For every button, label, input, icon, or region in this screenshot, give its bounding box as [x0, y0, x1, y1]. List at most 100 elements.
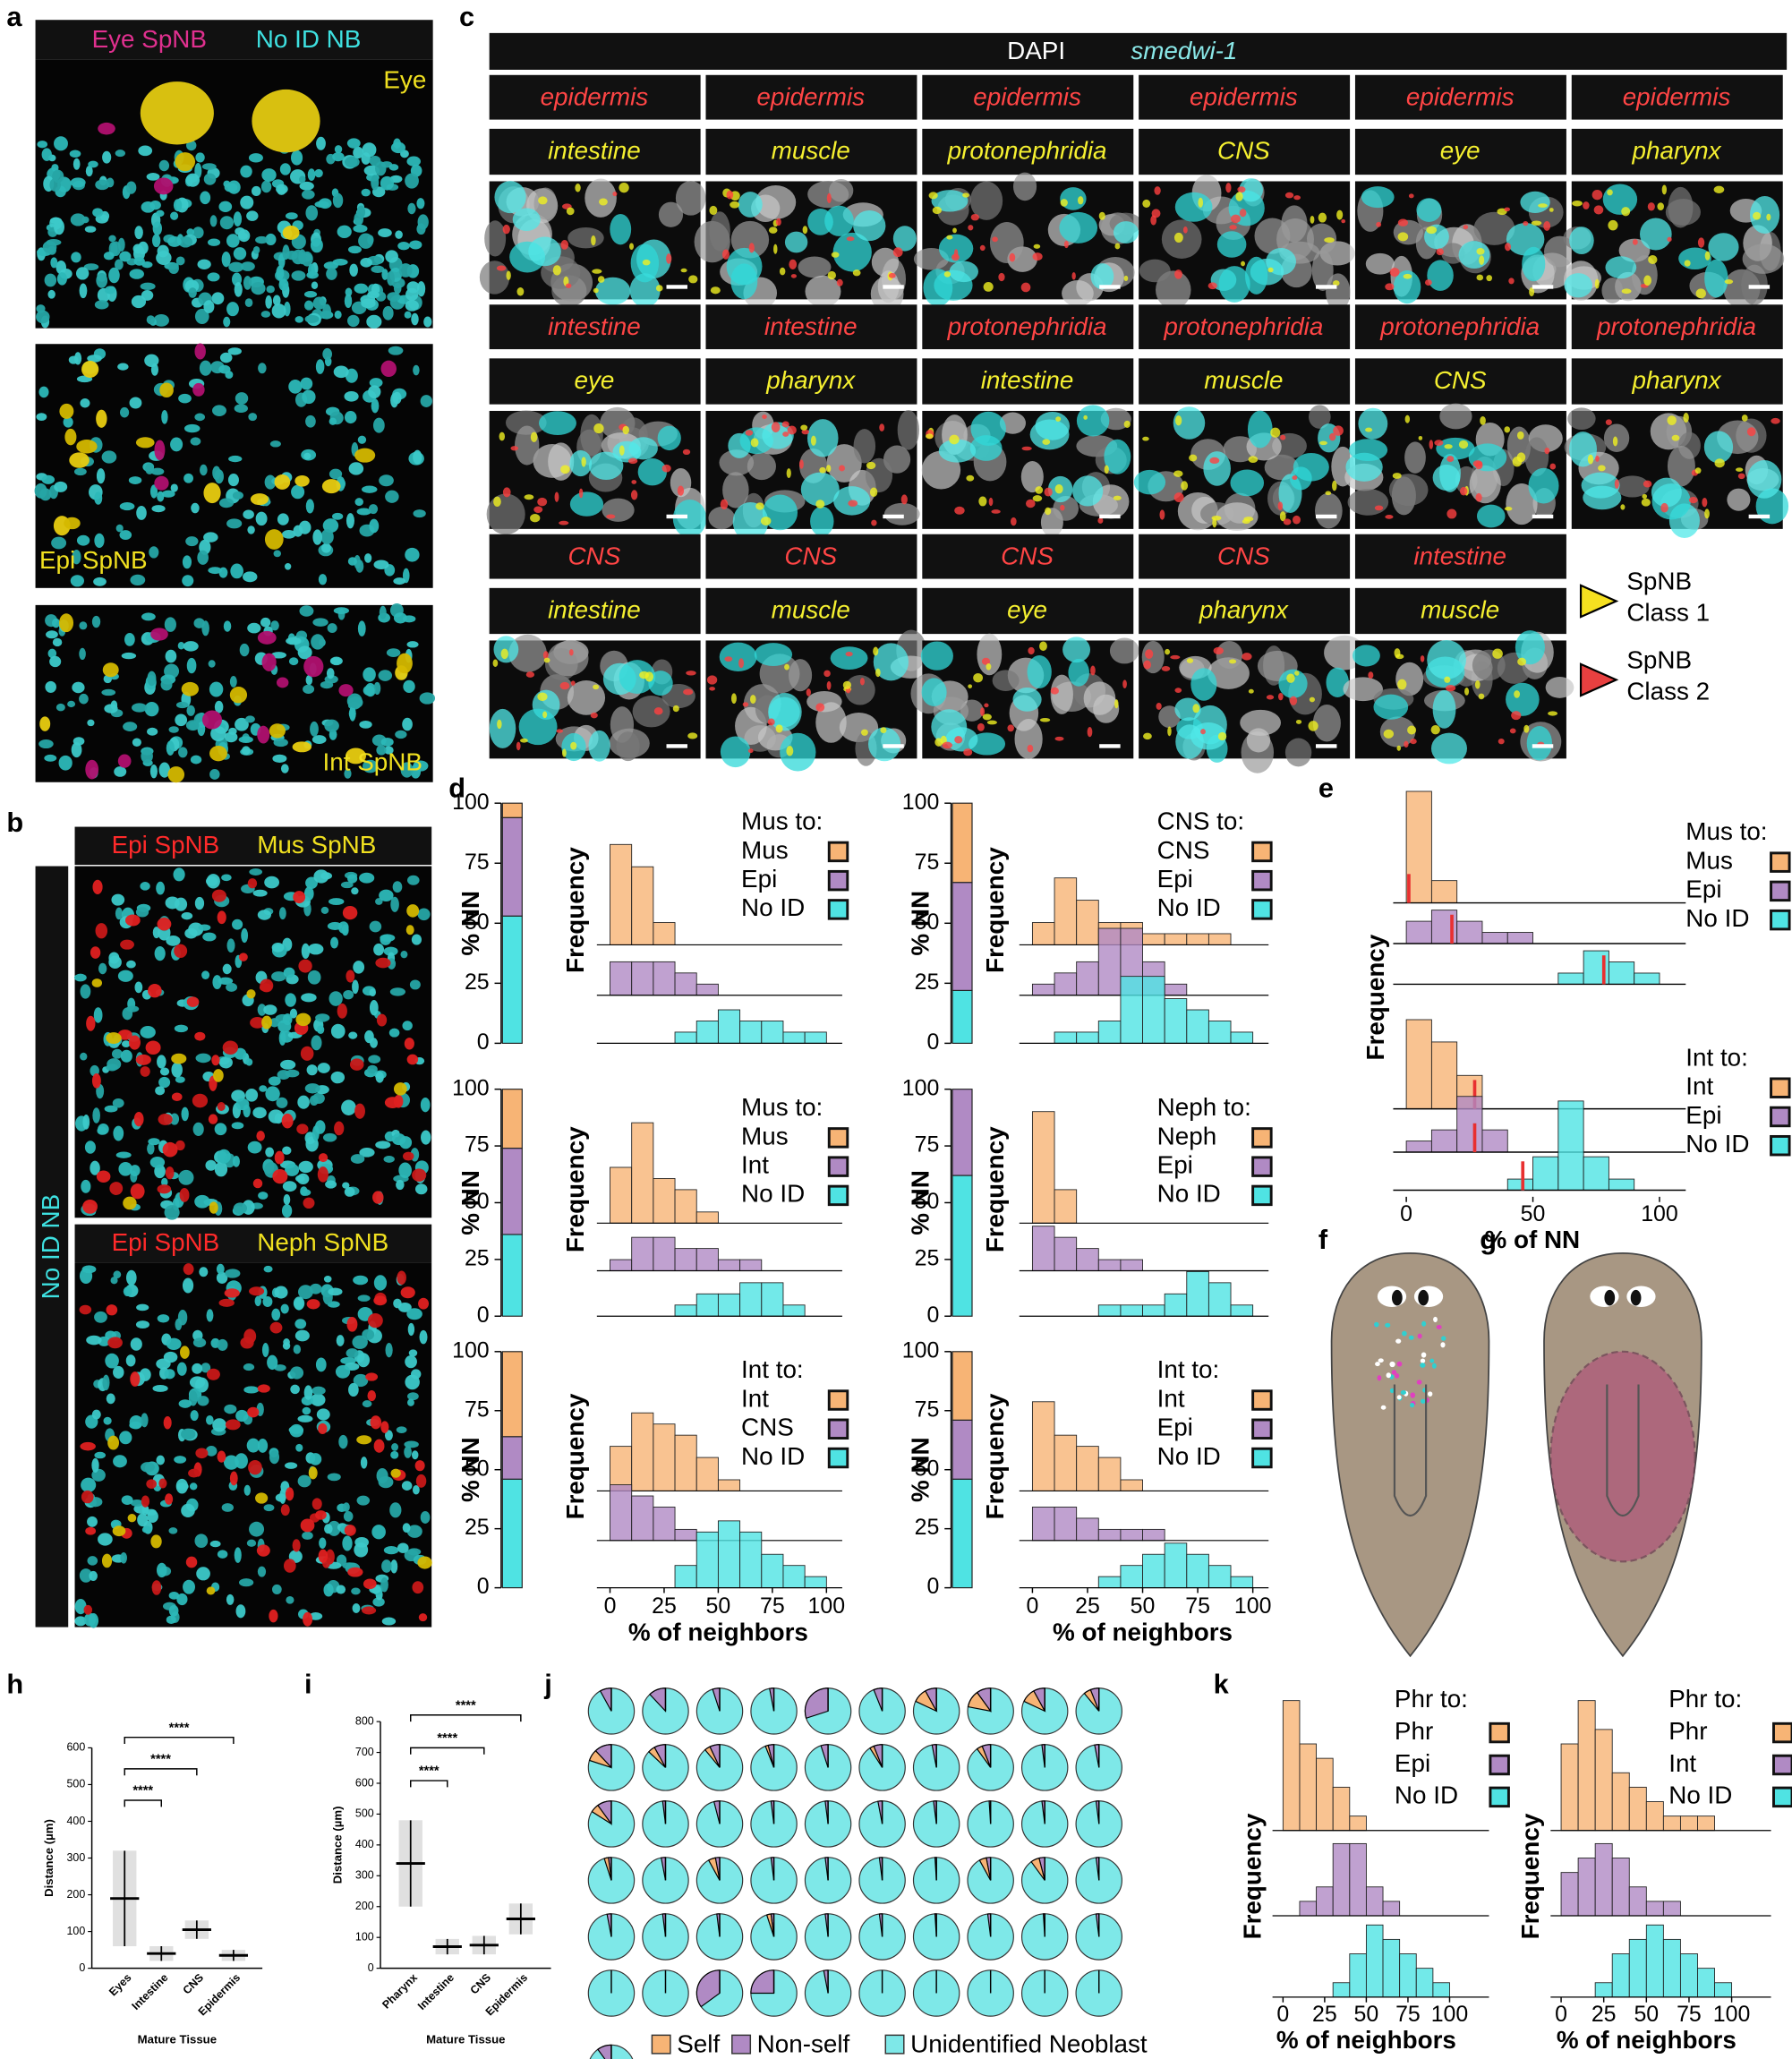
cell-blob	[95, 923, 108, 939]
cell-blob	[151, 234, 161, 248]
cell-blob	[359, 721, 372, 729]
cell-blob	[181, 681, 200, 696]
cell-blob	[225, 1419, 241, 1431]
cell-blob	[37, 141, 48, 149]
cell-blob	[49, 178, 61, 192]
cell-blob	[1614, 479, 1619, 490]
cell-blob	[1248, 456, 1259, 464]
cell-blob	[989, 221, 1024, 263]
cell-blob	[826, 444, 862, 483]
cell-blob	[273, 738, 288, 748]
cell-blob	[81, 1477, 97, 1493]
histogram-bar	[1097, 1304, 1122, 1317]
histogram-bar	[1076, 1446, 1099, 1491]
cell-blob	[518, 708, 558, 746]
cell-blob	[274, 1286, 288, 1299]
cell-blob	[800, 472, 840, 507]
cell-blob	[161, 490, 175, 498]
x-axis-label: % of neighbors	[1053, 1618, 1233, 1645]
cell-blob	[320, 680, 334, 689]
cell-blob	[226, 234, 240, 248]
cell-blob	[359, 1148, 375, 1158]
significance-bracket	[124, 1799, 163, 1807]
cell-blob	[375, 898, 383, 905]
cell-blob	[1123, 420, 1131, 428]
scale-bar	[666, 514, 687, 519]
y-axis-label: % NN	[457, 891, 484, 956]
cell-blob	[418, 1613, 428, 1622]
cell-blob	[246, 1438, 260, 1453]
cell-blob	[175, 897, 188, 911]
cell-blob	[627, 457, 638, 465]
scale-bar	[1532, 744, 1554, 748]
histogram-bar	[1382, 1901, 1401, 1917]
cell-blob	[1143, 732, 1152, 740]
cell-blob	[154, 945, 166, 961]
cell-blob	[592, 269, 602, 274]
cell-blob	[375, 1072, 384, 1083]
cell-blob	[293, 1296, 305, 1311]
cell-blob	[1642, 493, 1648, 500]
histogram-bar	[1031, 1401, 1055, 1491]
cell-blob	[391, 1133, 406, 1146]
cell-blob	[593, 287, 599, 294]
cell-blob	[173, 867, 185, 882]
cell-blob	[257, 910, 271, 920]
cell-blob	[183, 1263, 194, 1276]
pie-slice-nonself	[716, 1913, 721, 1937]
cell-blob	[203, 173, 217, 185]
cell-blob	[79, 1568, 93, 1583]
cell-blob	[178, 236, 193, 248]
cell-blob	[1033, 243, 1041, 249]
cell-blob	[1173, 232, 1183, 243]
cell-blob	[249, 868, 263, 876]
header-text: Mus SpNB	[257, 831, 376, 859]
cell-blob	[337, 1003, 347, 1019]
cell-blob	[1695, 288, 1706, 299]
cell-blob	[136, 1303, 149, 1311]
cell-blob	[208, 1114, 218, 1124]
cell-blob	[538, 196, 548, 205]
cell-blob	[101, 688, 116, 696]
cell-blob	[1464, 688, 1470, 696]
cell-blob	[217, 1450, 226, 1463]
cell-blob	[364, 553, 372, 563]
cell-label-bar	[705, 534, 917, 579]
histogram-bar	[631, 961, 654, 996]
cell-blob	[1621, 288, 1632, 295]
cell-blob	[1230, 469, 1265, 497]
cell-blob	[238, 1578, 254, 1587]
cell-blob	[269, 1321, 283, 1334]
pharynx-region	[1549, 1350, 1696, 1563]
cell-blob	[747, 452, 776, 481]
histogram-bar	[1097, 1021, 1122, 1044]
pie-slice-self	[765, 1913, 775, 1937]
cell-blob	[203, 300, 215, 313]
cell-blob	[269, 1449, 280, 1465]
cell-blob	[185, 536, 199, 547]
cell-blob	[1239, 178, 1264, 202]
cell-blob	[307, 168, 316, 182]
histogram-bar	[1120, 1304, 1143, 1317]
cell-blob	[209, 681, 224, 697]
cell-blob	[171, 1092, 183, 1101]
cell-blob	[328, 1287, 343, 1296]
cell-blob	[1151, 209, 1161, 218]
cell-blob	[271, 942, 285, 953]
cell-blob	[274, 1150, 285, 1165]
cell-blob	[383, 946, 398, 956]
pie-slice-self	[1023, 1690, 1046, 1713]
cell-blob	[1270, 427, 1281, 438]
cell-blob	[146, 1479, 157, 1489]
cell-blob	[1174, 688, 1182, 693]
cell-blob	[70, 213, 86, 226]
cell-blob	[966, 474, 975, 482]
cell-label-bar	[705, 74, 917, 120]
cell-blob	[344, 156, 360, 168]
cell-blob	[1667, 236, 1672, 243]
histogram-bar	[1481, 1129, 1508, 1153]
cell-label-bar	[1139, 534, 1351, 579]
cell-blob	[72, 681, 85, 694]
pie-slice-self	[869, 1745, 883, 1768]
cell-blob	[1032, 252, 1043, 261]
